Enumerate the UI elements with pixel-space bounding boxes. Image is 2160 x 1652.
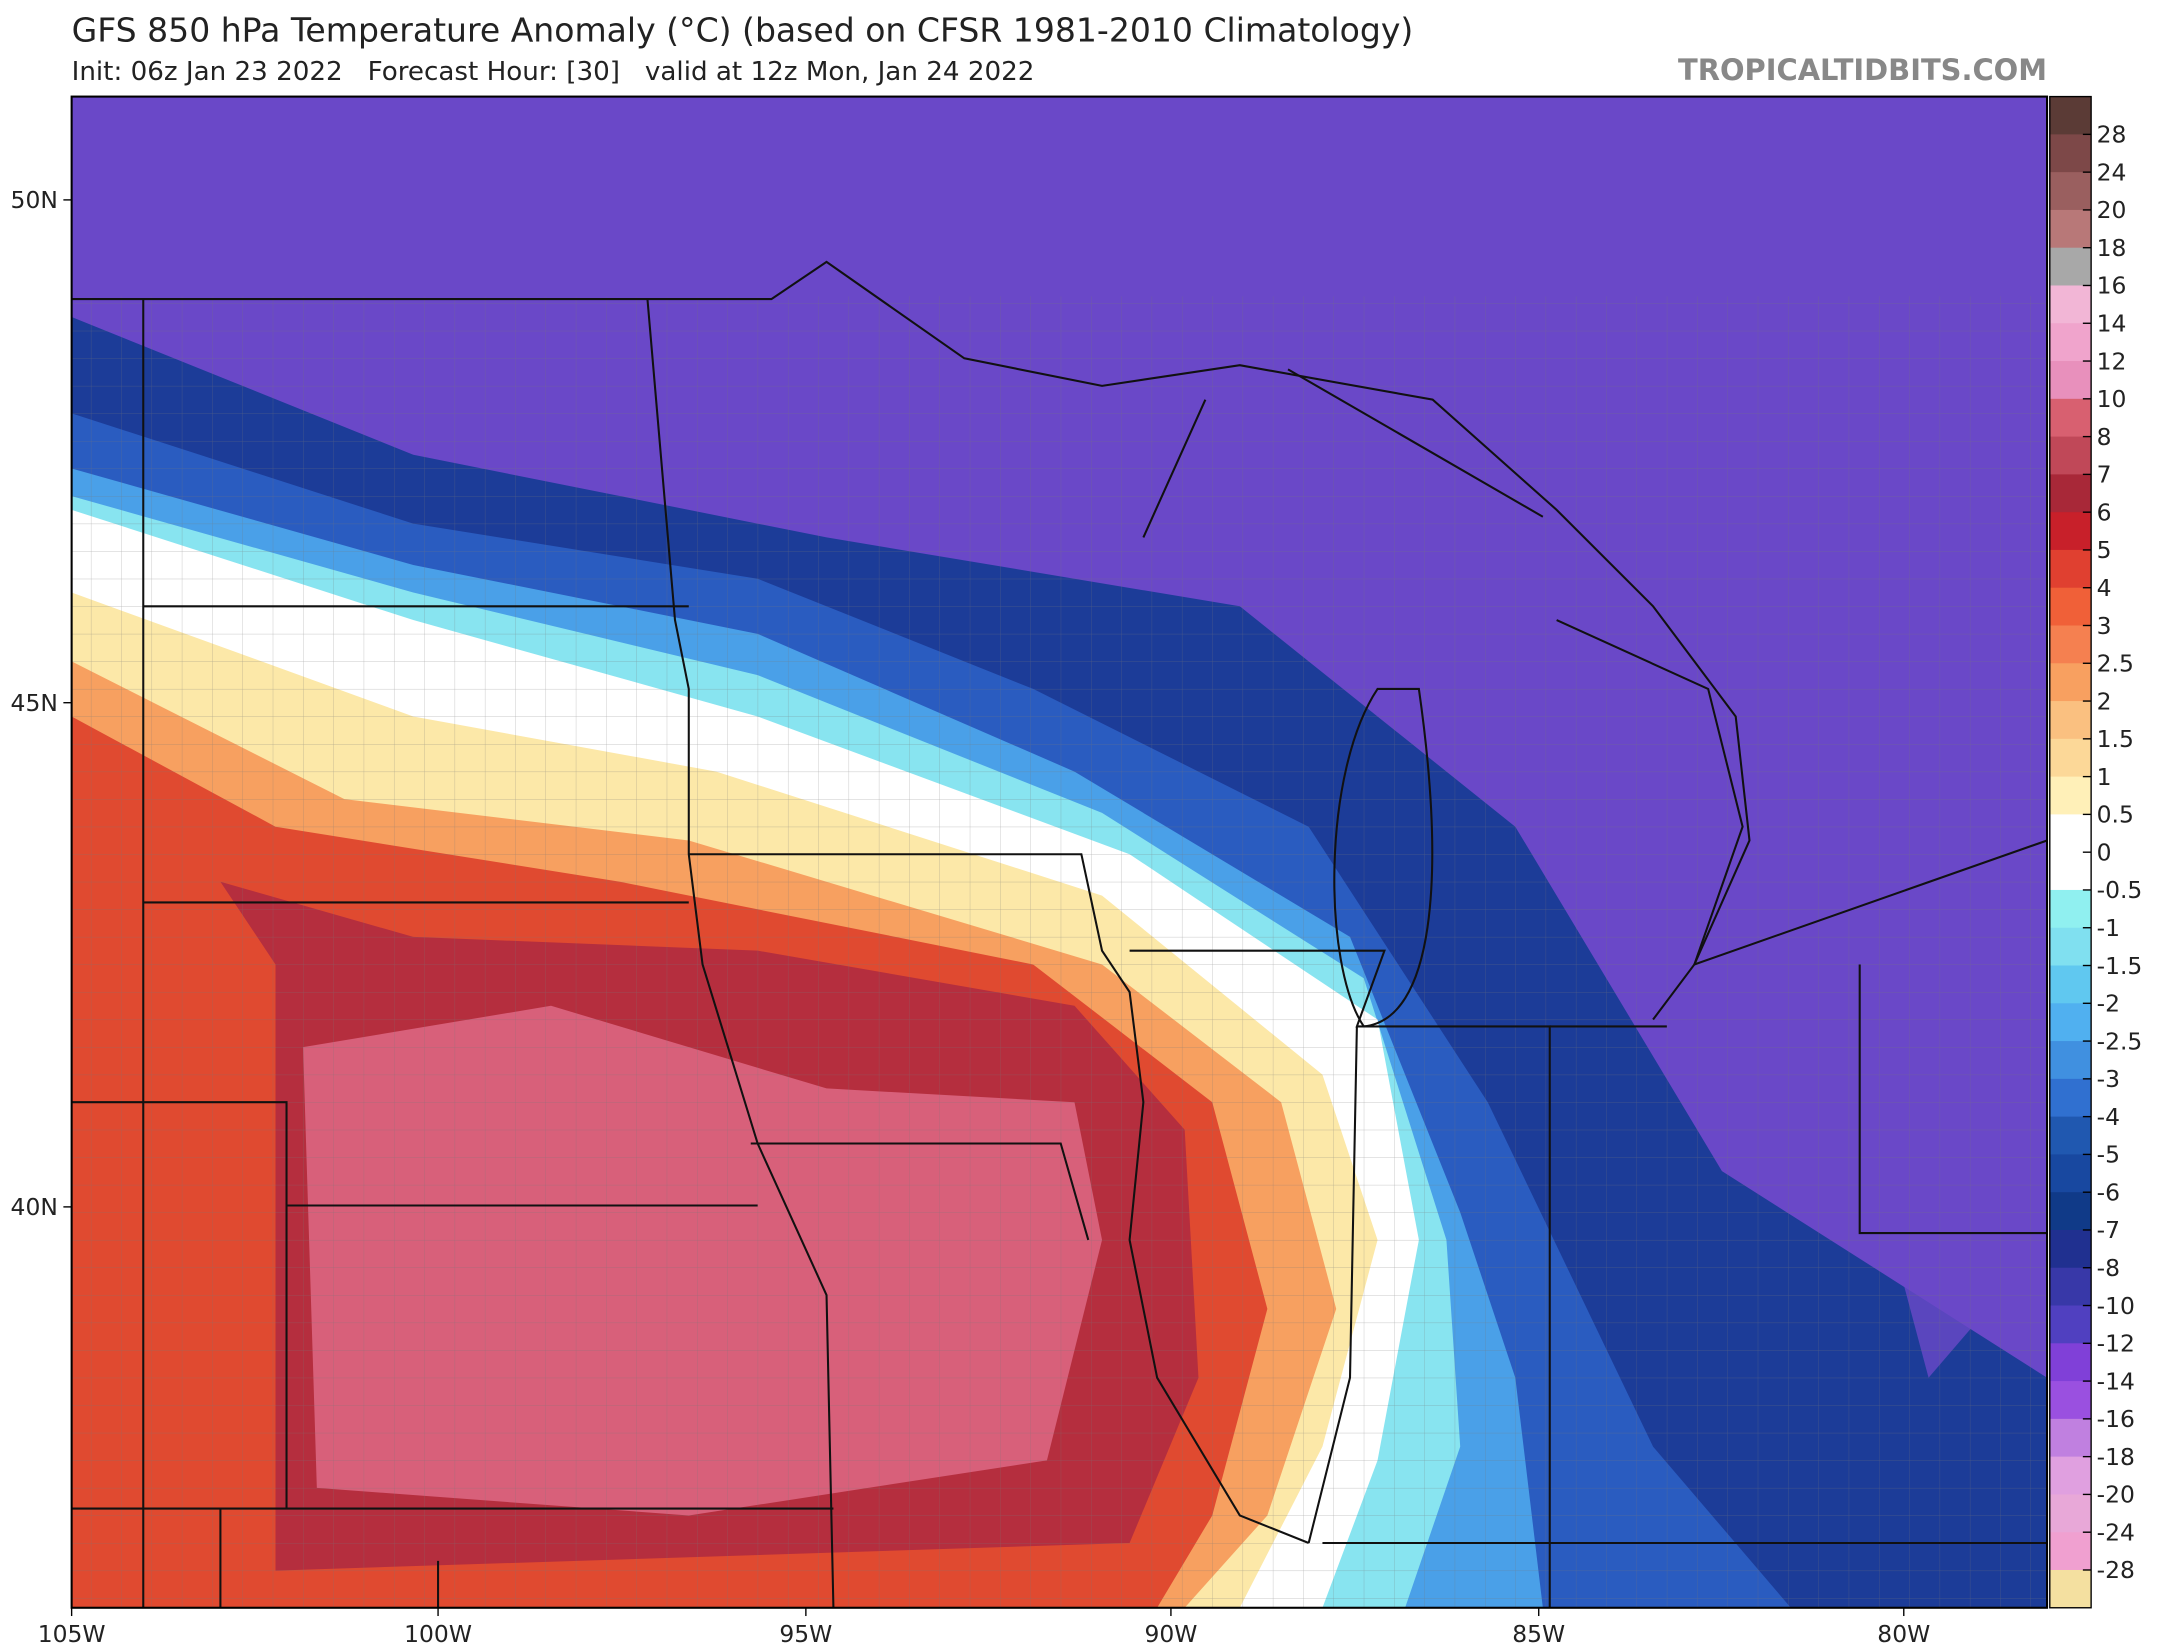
colorbar-label: -5 [2097,1141,2120,1169]
colorbar-swatch [2049,1041,2092,1080]
colorbar-label: -2 [2097,990,2120,1018]
colorbar-swatch [2049,701,2092,740]
colorbar-swatch [2049,1381,2092,1420]
map-field [71,96,2048,1608]
colorbar-label: -12 [2097,1330,2135,1358]
colorbar-label: -18 [2097,1443,2135,1471]
colorbar-label: -10 [2097,1292,2135,1320]
colorbar-swatch [2049,209,2092,249]
colorbar-label: -20 [2097,1481,2135,1509]
colorbar-swatch [2049,1456,2092,1496]
colorbar-label: 4 [2097,574,2112,602]
colorbar-label: 7 [2097,461,2112,489]
colorbar-label: 0.5 [2097,801,2134,829]
colorbar-label: -6 [2097,1178,2120,1206]
colorbar-label: -4 [2097,1103,2120,1131]
lon-label: 85W [1512,1620,1565,1648]
colorbar-swatch [2049,927,2092,967]
colorbar-swatch [2049,549,2092,589]
colorbar-swatch [2049,398,2092,438]
colorbar-label: -2.5 [2097,1027,2143,1055]
colorbar-label: -7 [2097,1216,2120,1244]
colorbar-swatch [2049,852,2092,891]
colorbar-label: -8 [2097,1254,2120,1282]
colorbar-label: -28 [2097,1556,2135,1584]
colorbar-swatch [2049,96,2092,136]
colorbar-swatch [2049,1078,2092,1118]
colorbar-label: -16 [2097,1405,2135,1433]
colorbar-label: 6 [2097,498,2112,526]
colorbar-label: 0 [2097,838,2112,866]
lon-label: 90W [1144,1620,1197,1648]
colorbar-swatch [2049,134,2092,173]
brand: TROPICALTIDBITS.COM [1678,53,2047,87]
colorbar-swatch [2049,1343,2092,1382]
colorbar: 28 24 20 18 16 14 12 10 8 7 6 5 4 3 2.5 2 1.5 1 0.5 0 -0.5 -1… [2049,95,2143,1609]
lon-label: 80W [1877,1620,1930,1648]
colorbar-swatch [2049,361,2092,400]
colorbar-swatch [2049,1229,2092,1269]
lon-label: 95W [779,1620,832,1648]
colorbar-label: 10 [2097,385,2127,413]
colorbar-label: 24 [2097,158,2127,186]
colorbar-swatch [2049,247,2092,287]
subtitle: Init: 06z Jan 23 2022 Forecast Hour: [30… [72,57,1035,87]
colorbar-swatch [2049,625,2092,664]
colorbar-label: 1 [2097,763,2112,791]
colorbar-swatch [2049,1569,2092,1609]
colorbar-swatch [2049,436,2092,476]
colorbar-swatch [2049,965,2092,1004]
colorbar-swatch [2049,172,2092,211]
colorbar-label: -1.5 [2097,952,2143,980]
colorbar-swatch [2049,1192,2092,1231]
colorbar-swatch [2049,1154,2092,1193]
colorbar-label: 1.5 [2097,725,2134,753]
colorbar-label: 14 [2097,310,2127,338]
lat-label: 40N [11,1193,58,1221]
colorbar-label: -24 [2097,1518,2135,1546]
colorbar-swatch [2049,1418,2092,1458]
colorbar-swatch [2049,1532,2092,1571]
colorbar-swatch [2049,512,2092,551]
colorbar-swatch [2049,814,2092,853]
colorbar-label: 16 [2097,272,2127,300]
lon-label: 105W [38,1620,106,1648]
lat-label: 50N [11,186,58,214]
colorbar-swatch [2049,738,2092,778]
colorbar-swatch [2049,1267,2092,1307]
colorbar-swatch [2049,1116,2092,1156]
colorbar-swatch [2049,663,2092,702]
colorbar-label: 8 [2097,423,2112,451]
lat-label: 45N [11,689,58,717]
axes: 50N 45N 40N 105W 100W 95W 90W 85W 80W [11,186,1931,1648]
colorbar-label: 20 [2097,196,2127,224]
colorbar-frame [2049,95,2092,1609]
colorbar-label: -1 [2097,914,2120,942]
colorbar-label: -3 [2097,1065,2120,1093]
colorbar-swatch [2049,1494,2092,1533]
colorbar-label: 5 [2097,536,2112,564]
lon-label: 100W [404,1620,472,1648]
colorbar-label: 18 [2097,234,2127,262]
colorbar-swatch [2049,474,2092,513]
colorbar-swatch [2049,1305,2092,1344]
colorbar-swatch [2049,776,2092,816]
colorbar-swatch [2049,587,2092,627]
colorbar-label: 2 [2097,687,2112,715]
colorbar-swatch [2049,285,2092,324]
colorbar-label: 2.5 [2097,650,2134,678]
colorbar-label: 12 [2097,347,2127,375]
colorbar-label: -14 [2097,1367,2135,1395]
colorbar-swatch [2049,889,2092,929]
colorbar-label: 3 [2097,612,2112,640]
title: GFS 850 hPa Temperature Anomaly (°C) (ba… [72,10,1414,49]
map-frame [70,95,2049,1609]
colorbar-swatch [2049,323,2092,362]
colorbar-swatch [2049,1003,2092,1042]
colorbar-label: -0.5 [2097,876,2143,904]
colorbar-label: 28 [2097,121,2127,149]
